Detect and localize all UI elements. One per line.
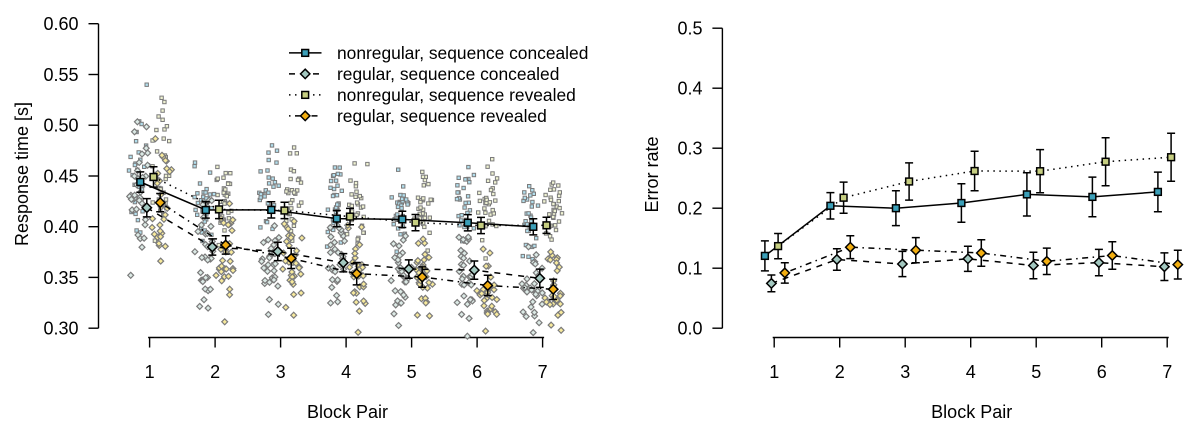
svg-text:0.5: 0.5 [677, 19, 702, 39]
svg-text:regular, sequence revealed: regular, sequence revealed [337, 106, 547, 126]
svg-text:nonregular, sequence revealed: nonregular, sequence revealed [337, 85, 576, 105]
svg-text:0.4: 0.4 [677, 79, 702, 99]
svg-text:0.3: 0.3 [677, 139, 702, 159]
svg-text:3: 3 [900, 362, 910, 382]
svg-text:Response time [s]: Response time [s] [12, 102, 32, 246]
svg-text:nonregular, sequence concealed: nonregular, sequence concealed [337, 43, 588, 63]
svg-text:6: 6 [472, 362, 482, 382]
svg-text:0.40: 0.40 [43, 217, 78, 237]
svg-text:0.55: 0.55 [43, 65, 78, 85]
svg-text:2: 2 [835, 362, 845, 382]
svg-text:2: 2 [210, 362, 220, 382]
svg-text:Block Pair: Block Pair [307, 402, 388, 422]
svg-text:0.35: 0.35 [43, 268, 78, 288]
svg-text:0.30: 0.30 [43, 319, 78, 339]
svg-text:6: 6 [1097, 362, 1107, 382]
svg-text:7: 7 [538, 362, 548, 382]
svg-text:1: 1 [145, 362, 155, 382]
svg-text:regular, sequence concealed: regular, sequence concealed [337, 64, 559, 84]
svg-text:0.2: 0.2 [677, 199, 702, 219]
svg-text:1: 1 [769, 362, 779, 382]
svg-text:Error rate: Error rate [642, 136, 662, 212]
svg-text:Block Pair: Block Pair [931, 402, 1012, 422]
svg-text:3: 3 [276, 362, 286, 382]
svg-text:7: 7 [1162, 362, 1172, 382]
svg-text:5: 5 [407, 362, 417, 382]
svg-text:0.1: 0.1 [677, 259, 702, 279]
svg-text:0.45: 0.45 [43, 166, 78, 186]
svg-text:4: 4 [966, 362, 976, 382]
svg-text:0.50: 0.50 [43, 116, 78, 136]
svg-text:0.60: 0.60 [43, 14, 78, 34]
svg-text:5: 5 [1031, 362, 1041, 382]
svg-text:4: 4 [341, 362, 351, 382]
svg-text:0.0: 0.0 [677, 319, 702, 339]
